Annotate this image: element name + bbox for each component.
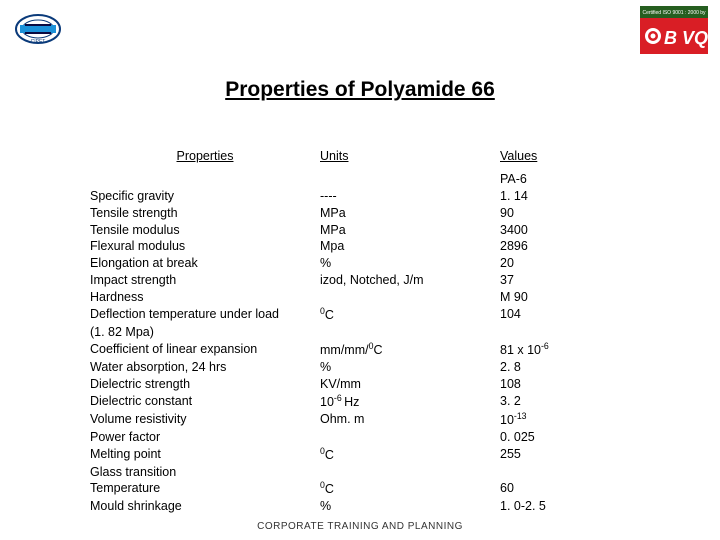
- cell-value: 255: [500, 446, 620, 464]
- cell-value: 3400: [500, 222, 620, 239]
- table-row: Dielectric constant10-6 Hz3. 2: [90, 393, 650, 411]
- cell-value: M 90: [500, 289, 620, 306]
- cell-units: [320, 324, 500, 341]
- col-header-units: Units: [320, 148, 500, 165]
- cell-property: (1. 82 Mpa): [90, 324, 320, 341]
- cell-property: Coefficient of linear expansion: [90, 341, 320, 359]
- table-row: Mould shrinkage%1. 0-2. 5: [90, 498, 650, 515]
- table-row: Water absorption, 24 hrs%2. 8: [90, 359, 650, 376]
- subheader-row: PA-6: [90, 171, 650, 188]
- table-row: Glass transition: [90, 464, 650, 481]
- cell-units: [320, 464, 500, 481]
- cell-units: 0C: [320, 480, 500, 498]
- cell-units: %: [320, 359, 500, 376]
- cell-property: Dielectric strength: [90, 376, 320, 393]
- properties-table: Properties Units Values PA-6 Specific gr…: [90, 148, 650, 515]
- cell-value: [500, 324, 620, 341]
- cell-units: %: [320, 255, 500, 272]
- subheader-value: PA-6: [500, 171, 620, 188]
- cell-units: [320, 429, 500, 446]
- table-row: Specific gravity---- 1. 14: [90, 188, 650, 205]
- table-row: Tensile modulusMPa3400: [90, 222, 650, 239]
- cell-units: KV/mm: [320, 376, 500, 393]
- cell-units: mm/mm/0C: [320, 341, 500, 359]
- cell-value: 1. 14: [500, 188, 620, 205]
- cell-units: Mpa: [320, 238, 500, 255]
- cell-units: [320, 289, 500, 306]
- cell-property: Temperature: [90, 480, 320, 498]
- table-row: Deflection temperature under load0C104: [90, 306, 650, 324]
- svg-text:B: B: [664, 28, 677, 48]
- cell-value: 20: [500, 255, 620, 272]
- cell-value: 90: [500, 205, 620, 222]
- table-row: Dielectric strengthKV/mm108: [90, 376, 650, 393]
- table-header-row: Properties Units Values: [90, 148, 650, 165]
- cipet-logo: CIPET: [14, 10, 62, 48]
- cell-units: %: [320, 498, 500, 515]
- header: CIPET Certified ISO 9001 : 2000 by VQi B: [0, 0, 720, 58]
- cell-property: Dielectric constant: [90, 393, 320, 411]
- table-row: Volume resistivityOhm. m10-13: [90, 411, 650, 429]
- cell-property: Tensile strength: [90, 205, 320, 222]
- table-row: Coefficient of linear expansionmm/mm/0C8…: [90, 341, 650, 359]
- col-header-values: Values: [500, 148, 620, 165]
- page-title: Properties of Polyamide 66: [0, 78, 720, 102]
- svg-text:Certified ISO 9001 : 2000 by: Certified ISO 9001 : 2000 by: [642, 10, 706, 16]
- cell-property: Deflection temperature under load: [90, 306, 320, 324]
- footer-text: CORPORATE TRAINING AND PLANNING: [0, 521, 720, 532]
- table-row: Tensile strengthMPa90: [90, 205, 650, 222]
- table-row: Elongation at break% 20: [90, 255, 650, 272]
- cell-value: 81 x 10-6: [500, 341, 620, 359]
- cell-property: Elongation at break: [90, 255, 320, 272]
- cell-property: Power factor: [90, 429, 320, 446]
- cell-value: 3. 2: [500, 393, 620, 411]
- cell-value: 1. 0-2. 5: [500, 498, 620, 515]
- cell-value: [500, 464, 620, 481]
- table-row: (1. 82 Mpa): [90, 324, 650, 341]
- cell-units: Ohm. m: [320, 411, 500, 429]
- cell-units: 10-6 Hz: [320, 393, 500, 411]
- col-header-properties: Properties: [90, 148, 320, 165]
- cell-units: MPa: [320, 222, 500, 239]
- table-row: Impact strengthizod, Notched, J/m 37: [90, 272, 650, 289]
- cell-property: Tensile modulus: [90, 222, 320, 239]
- cell-units: 0C: [320, 306, 500, 324]
- cell-value: 37: [500, 272, 620, 289]
- cell-value: 2. 8: [500, 359, 620, 376]
- table-row: Power factor 0. 025: [90, 429, 650, 446]
- cell-property: Water absorption, 24 hrs: [90, 359, 320, 376]
- cell-value: 0. 025: [500, 429, 620, 446]
- cell-property: Volume resistivity: [90, 411, 320, 429]
- cell-value: 60: [500, 480, 620, 498]
- cell-units: MPa: [320, 205, 500, 222]
- cell-value: 108: [500, 376, 620, 393]
- table-row: Flexural modulusMpa 2896: [90, 238, 650, 255]
- table-row: Temperature0C60: [90, 480, 650, 498]
- cell-property: Flexural modulus: [90, 238, 320, 255]
- cell-value: 2896: [500, 238, 620, 255]
- cell-property: Specific gravity: [90, 188, 320, 205]
- cell-value: 10-13: [500, 411, 620, 429]
- cell-property: Mould shrinkage: [90, 498, 320, 515]
- cell-property: Melting point: [90, 446, 320, 464]
- cell-units: ----: [320, 188, 500, 205]
- table-row: Hardness M 90: [90, 289, 650, 306]
- svg-text:CIPET: CIPET: [31, 39, 46, 45]
- cell-property: Hardness: [90, 289, 320, 306]
- cell-property: Impact strength: [90, 272, 320, 289]
- cell-units: 0C: [320, 446, 500, 464]
- cell-units: izod, Notched, J/m: [320, 272, 500, 289]
- cell-value: 104: [500, 306, 620, 324]
- bvqi-logo: Certified ISO 9001 : 2000 by VQi B: [640, 6, 708, 54]
- table-row: Melting point0C255: [90, 446, 650, 464]
- svg-text:VQi: VQi: [682, 28, 708, 48]
- cell-property: Glass transition: [90, 464, 320, 481]
